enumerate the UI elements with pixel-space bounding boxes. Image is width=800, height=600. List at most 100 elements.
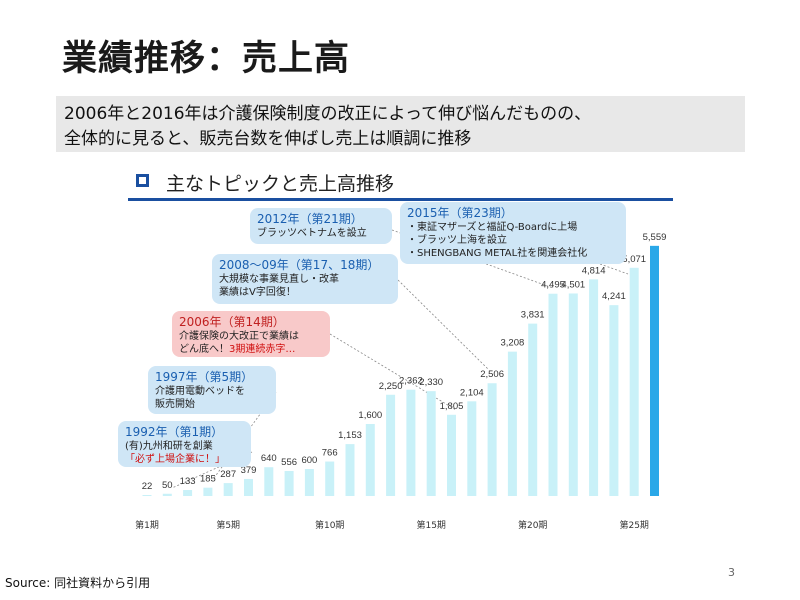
leader-line-2: [329, 333, 457, 411]
annotation-highlight: 3期連続赤字…: [229, 344, 296, 355]
annotation-1992: 1992年（第1期） (有)九州和研を創業 「必ず上場企業に！」: [118, 421, 251, 467]
value-label-period-26: 5,559: [643, 232, 667, 243]
annotation-1997: 1997年（第5期） 介護用電動ベッドを 販売開始: [148, 366, 276, 414]
bar-period-11: [345, 444, 355, 496]
annotation-line: 業績はV字回復！: [219, 287, 296, 298]
annotation-line: 販売開始: [155, 399, 195, 410]
bar-period-12: [365, 424, 375, 496]
x-tick-label: 第1期: [135, 519, 159, 531]
annotation-line: 介護保険の大改正で業績は: [179, 331, 299, 342]
value-label-period-7: 640: [261, 453, 277, 464]
x-tick-label: 第15期: [416, 519, 445, 531]
value-label-period-12: 1,600: [358, 410, 382, 421]
annotation-2012: 2012年（第21期） ブラッツベトナムを設立: [250, 208, 392, 244]
summary-box: 2006年と2016年は介護保険制度の改正によって伸び悩んだものの、 全体的に見…: [56, 96, 745, 152]
annotation-line: どん底へ！: [179, 344, 229, 355]
bar-period-19: [507, 351, 517, 496]
value-label-period-3: 133: [180, 476, 196, 487]
annotation-2006: 2006年（第14期） 介護保険の大改正で業績は どん底へ！3期連続赤字…: [172, 311, 330, 357]
source-note: Source: 同社資料から引用: [5, 576, 151, 590]
annotation-year: 2015年（第23期）: [407, 206, 513, 220]
value-label-period-6: 379: [241, 465, 257, 476]
annotation-line: (有)九州和研を創業: [125, 441, 213, 452]
bar-period-10: [325, 461, 335, 496]
annotation-line: ・ブラッツ上海を設立: [407, 235, 507, 246]
value-label-period-1: 22: [142, 481, 153, 492]
value-label-period-25: 5,071: [622, 254, 646, 265]
page-number: 3: [728, 566, 735, 579]
value-label-period-17: 2,104: [460, 387, 484, 398]
x-tick-label: 第20期: [518, 519, 547, 531]
bar-period-7: [264, 467, 274, 496]
value-label-period-18: 2,506: [480, 369, 504, 380]
value-label-period-2: 50: [162, 480, 173, 491]
bar-period-21: [548, 293, 558, 496]
bar-period-22: [568, 293, 578, 496]
bar-period-8: [284, 470, 294, 496]
bar-period-26: [650, 245, 659, 496]
value-label-period-10: 766: [322, 448, 338, 459]
x-tick-label: 第25期: [619, 519, 648, 531]
x-tick-labels-group: 第1期 第5期 第10期 第15期 第20期 第25期: [135, 519, 649, 531]
bar-period-25: [629, 267, 639, 496]
bar-period-13: [386, 394, 396, 496]
bar-period-2: [162, 493, 172, 496]
value-label-period-11: 1,153: [338, 430, 362, 441]
bar-period-4: [203, 487, 213, 496]
bar-period-3: [183, 490, 193, 496]
annotation-year: 2006年（第14期）: [179, 315, 285, 329]
value-label-period-8: 556: [281, 457, 297, 468]
annotation-highlight: 「必ず上場企業に！」: [125, 454, 225, 465]
annotation-year: 2008〜09年（第17、18期）: [219, 258, 380, 272]
bar-period-16: [447, 414, 456, 496]
bar-period-17: [467, 401, 477, 496]
value-label-period-19: 3,208: [501, 338, 525, 349]
value-label-period-21: 4,495: [541, 280, 565, 291]
bar-period-20: [528, 323, 538, 496]
value-label-period-15: 2,330: [419, 377, 443, 388]
annotation-year: 1997年（第5期）: [155, 370, 254, 384]
value-label-period-4: 185: [200, 474, 216, 485]
x-tick-label: 第5期: [216, 519, 240, 531]
value-label-period-20: 3,831: [521, 310, 545, 321]
value-label-period-24: 4,241: [602, 291, 626, 302]
value-label-period-16: 1,805: [440, 401, 464, 412]
annotation-line: ブラッツベトナムを設立: [257, 228, 367, 239]
annotation-line: ・東証マザーズと福証Q-Boardに上場: [407, 222, 578, 233]
leader-line-3: [397, 279, 490, 371]
annotation-year: 1992年（第1期）: [125, 425, 224, 439]
bar-period-6: [244, 478, 253, 496]
summary-line-1: 2006年と2016年は介護保険制度の改正によって伸び悩んだものの、: [64, 104, 592, 124]
x-tick-label: 第10期: [315, 519, 344, 531]
section-title: 主なトピックと売上高推移: [166, 173, 395, 195]
bar-period-9: [304, 469, 314, 496]
annotation-year: 2012年（第21期）: [257, 212, 363, 226]
value-label-period-5: 287: [220, 469, 236, 480]
annotation-2015: 2015年（第23期） ・東証マザーズと福証Q-Boardに上場 ・ブラッツ上海…: [400, 202, 626, 264]
annotation-2008: 2008〜09年（第17、18期） 大規模な事業見直し・改革 業績はV字回復！: [212, 254, 398, 304]
bar-period-23: [589, 279, 599, 496]
bar-period-15: [426, 391, 436, 496]
annotation-line: 介護用電動ベッドを: [155, 386, 245, 397]
value-label-period-9: 600: [301, 455, 317, 466]
leader-line-0: [171, 451, 253, 489]
value-label-period-14: 2,362: [399, 376, 423, 387]
annotation-line: 大規模な事業見直し・改革: [219, 274, 339, 285]
summary-line-2: 全体的に見ると、販売台数を伸ばし売上は順調に推移: [64, 129, 472, 149]
bar-period-24: [609, 305, 619, 496]
leader-line-5: [599, 263, 629, 275]
value-label-period-23: 4,814: [582, 265, 606, 276]
annotation-line: ・SHENGBANG METAL社を関連会社化: [407, 248, 588, 259]
bars-group: [142, 245, 659, 497]
value-label-period-13: 2,250: [379, 381, 403, 392]
bar-period-5: [223, 483, 233, 496]
page-title: 業績推移：売上高: [62, 39, 351, 79]
value-label-period-22: 4,501: [561, 279, 585, 290]
section-divider: [128, 198, 673, 201]
section-square-icon: [136, 174, 149, 187]
bar-period-1: [142, 495, 152, 497]
bar-period-14: [406, 389, 416, 496]
bar-period-18: [487, 383, 497, 496]
